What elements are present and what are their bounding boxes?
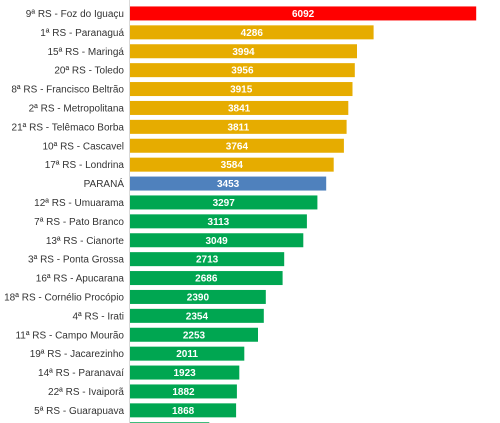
bar: [130, 214, 307, 229]
value-label: 2011: [176, 349, 198, 360]
bar: [130, 157, 334, 172]
value-label: 2390: [187, 292, 210, 303]
value-label: 3049: [205, 236, 228, 247]
bar: [130, 119, 347, 134]
value-label: 3841: [228, 103, 251, 114]
category-label: 17ª RS - Londrina: [45, 160, 125, 171]
value-label: 3994: [232, 47, 255, 58]
bar: [130, 176, 327, 191]
bar: [130, 365, 240, 380]
value-label: 3584: [221, 160, 244, 171]
category-label: 3ª RS - Ponta Grossa: [28, 255, 124, 266]
bar: [130, 308, 264, 323]
value-label: 1882: [172, 387, 195, 398]
category-label: 18ª RS - Cornélio Procópio: [4, 292, 124, 303]
category-label: 13ª RS - Cianorte: [46, 236, 125, 247]
bar: [130, 82, 353, 97]
value-label: 3297: [213, 198, 236, 209]
category-label: PARANÁ: [84, 177, 125, 190]
bar: [130, 100, 349, 115]
value-label: 2253: [183, 330, 206, 341]
value-label: 4286: [241, 28, 264, 39]
category-label: 7ª RS - Pato Branco: [34, 217, 124, 228]
category-label: 21ª RS - Telêmaco Borba: [12, 122, 125, 133]
category-label: 4ª RS - Irati: [73, 311, 125, 322]
category-label: 14ª RS - Paranavaí: [38, 368, 124, 379]
bars-group: 9ª RS - Foz do Iguaçu 6092 1ª RS - Paranag…: [4, 6, 477, 423]
category-label: 8ª RS - Francisco Beltrão: [11, 85, 124, 96]
bar: [130, 384, 237, 399]
bar: [130, 346, 245, 361]
bar: [130, 63, 355, 78]
bar: [130, 6, 477, 21]
category-label: 10ª RS - Cascavel: [42, 141, 124, 152]
category-label: 15ª RS - Maringá: [47, 47, 124, 58]
value-label: 2354: [186, 311, 209, 322]
bar: [130, 195, 318, 210]
category-label: 1ª RS - Paranaguá: [40, 28, 124, 39]
category-label: 22ª RS - Ivaiporã: [48, 387, 124, 398]
bar: [130, 252, 285, 267]
value-label: 6092: [292, 9, 315, 20]
value-label: 3956: [231, 66, 254, 77]
value-label: 3764: [226, 141, 249, 152]
bar: [130, 289, 266, 304]
bar: [130, 403, 237, 418]
value-label: 1868: [172, 406, 195, 417]
category-label: 9ª RS - Foz do Iguaçu: [26, 9, 124, 20]
value-label: 2686: [195, 274, 218, 285]
value-label: 3811: [227, 122, 249, 133]
value-label: 2713: [196, 255, 219, 266]
category-label: 20ª RS - Toledo: [54, 66, 124, 77]
bar: [130, 233, 304, 248]
category-label: 12ª RS - Umuarama: [34, 198, 124, 209]
category-label: 2ª RS - Metropolitana: [29, 103, 125, 114]
category-label: 16ª RS - Apucarana: [36, 274, 125, 285]
value-label: 1923: [173, 368, 196, 379]
value-label: 3453: [217, 179, 240, 190]
value-label: 3915: [230, 85, 253, 96]
category-label: 11ª RS - Campo Mourão: [15, 330, 124, 341]
category-label: 5ª RS - Guarapuava: [34, 406, 124, 417]
bar: [130, 25, 374, 40]
bar: [130, 327, 258, 342]
bar: [130, 271, 283, 286]
category-label: 19ª RS - Jacarezinho: [30, 349, 125, 360]
bar: [130, 44, 357, 59]
bar: [130, 138, 344, 153]
value-label: 3113: [208, 217, 230, 228]
